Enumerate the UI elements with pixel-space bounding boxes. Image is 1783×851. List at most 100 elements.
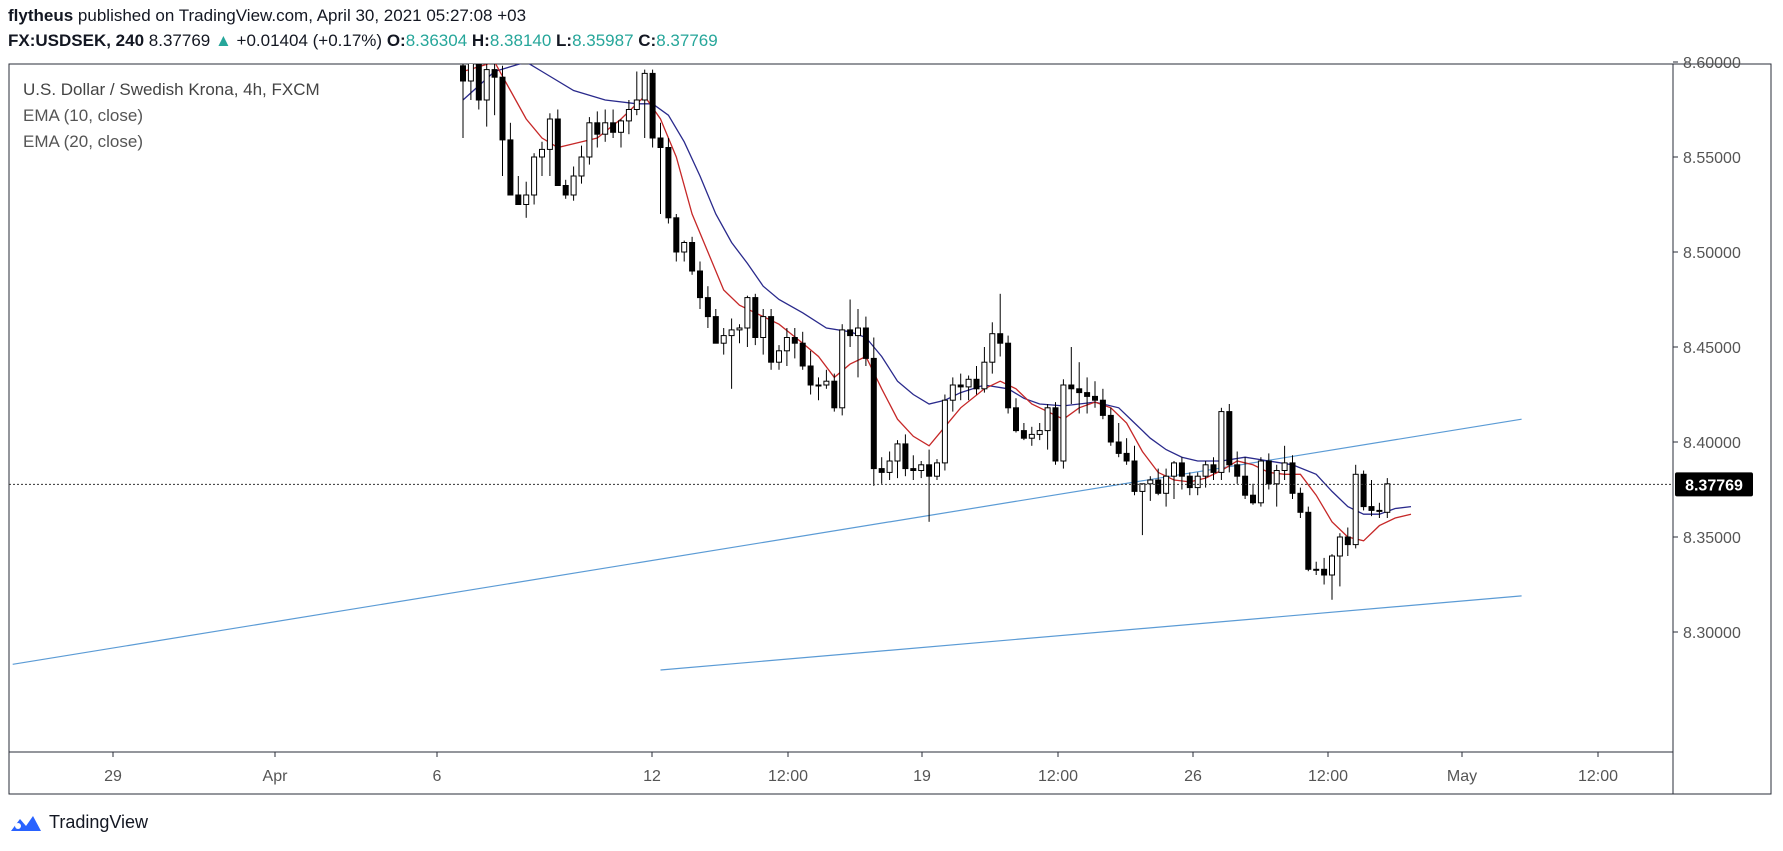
candle-body [949, 384, 956, 401]
candle-body [1044, 407, 1051, 432]
candle-body [1139, 483, 1146, 492]
candle [965, 375, 972, 401]
candle-body [1250, 494, 1256, 504]
legend-ema20[interactable]: EMA (20, close) [23, 132, 143, 151]
footer: TradingView [9, 812, 148, 833]
chart-frame [8, 63, 1772, 795]
candle [1107, 407, 1114, 446]
candle [531, 153, 538, 205]
symbol-label: FX:USDSEK, 240 [8, 31, 145, 50]
candle-body [586, 122, 593, 158]
candle-body [475, 64, 482, 101]
candle-body [831, 380, 838, 409]
candle [1028, 426, 1035, 446]
candle [539, 141, 545, 176]
author-name[interactable]: flytheus [8, 6, 74, 25]
candle-body [799, 342, 806, 367]
candle [1321, 557, 1328, 585]
candle-body [562, 185, 569, 196]
legend-ema10[interactable]: EMA (10, close) [23, 106, 143, 125]
candle-body [1147, 479, 1154, 485]
candle [1242, 457, 1249, 499]
candle-body [523, 194, 530, 205]
legend-title: U.S. Dollar / Swedish Krona, 4h, FXCM [23, 80, 320, 99]
candle [957, 373, 964, 401]
candle [673, 214, 680, 262]
open-label: O: [386, 31, 406, 50]
footer-brand[interactable]: TradingView [49, 812, 149, 832]
candle [554, 109, 561, 186]
candle [1265, 453, 1272, 490]
candle-body [1171, 462, 1177, 477]
close-label: C: [638, 31, 657, 50]
candle [499, 65, 506, 176]
candle-body [839, 329, 846, 409]
time-axis[interactable]: 29 Apr 6 12 12:00 19 12:00 26 12:00 May 12:00 [104, 752, 1618, 785]
candle-body [1234, 464, 1241, 477]
candle-body [973, 378, 980, 390]
high-label: H: [471, 31, 490, 50]
candle [633, 71, 640, 116]
candle-body [823, 380, 830, 386]
candle [831, 373, 838, 412]
price-axis[interactable]: 8.30000 8.35000 8.40000 8.45000 8.50000 8.550… [1673, 55, 1741, 642]
candle-body [989, 333, 996, 363]
time-tick-label: 12:00 [1038, 768, 1078, 785]
candle [1131, 445, 1138, 496]
candle [570, 166, 577, 201]
candle-body [720, 335, 727, 344]
candle [941, 394, 948, 471]
candle [989, 322, 996, 374]
published-text: published on TradingView.com, April 30, … [77, 6, 527, 25]
candle-body [886, 460, 893, 473]
candle [862, 316, 869, 366]
candle [1186, 472, 1193, 496]
candle-body [594, 122, 601, 135]
candle-body [554, 118, 561, 186]
candle-body [957, 384, 964, 388]
close-value: 8.37769 [656, 31, 718, 50]
candle-body [1060, 384, 1067, 462]
candle-body [807, 365, 814, 386]
trendline-2 [660, 595, 1522, 671]
candle-body [515, 194, 522, 205]
candle [704, 286, 711, 328]
candle-body [1005, 342, 1012, 409]
candle [886, 451, 893, 480]
candle-body [491, 69, 498, 78]
candle-body [1329, 555, 1335, 576]
candle-body [981, 361, 988, 390]
candle [1139, 483, 1146, 536]
candle [1344, 527, 1351, 556]
candle-body [483, 69, 490, 101]
trendlines[interactable] [12, 418, 1522, 671]
candle-body [776, 350, 782, 363]
candle-body [1186, 475, 1193, 489]
candle-body [783, 337, 790, 352]
candle [949, 377, 956, 412]
candle-body [894, 443, 901, 462]
candle-body [689, 242, 696, 272]
low-label: L: [556, 31, 573, 50]
candle [1305, 506, 1312, 572]
candle [870, 337, 877, 486]
candle-body [704, 297, 711, 318]
candle-body [618, 120, 624, 133]
candle [665, 138, 672, 224]
candle-body [760, 316, 767, 339]
candle [1020, 423, 1027, 441]
candle [1036, 423, 1043, 441]
candle [1297, 487, 1304, 518]
candle-body [1226, 411, 1233, 466]
candle [1005, 335, 1012, 414]
candle-body [546, 118, 553, 150]
candle [1368, 480, 1375, 517]
candle [657, 122, 664, 214]
candle-body [1099, 399, 1106, 416]
price-tick-label: 8.40000 [1683, 435, 1741, 452]
candle [1013, 398, 1019, 433]
candle [894, 440, 901, 479]
candle-body [910, 468, 917, 472]
candle-body [499, 76, 506, 141]
